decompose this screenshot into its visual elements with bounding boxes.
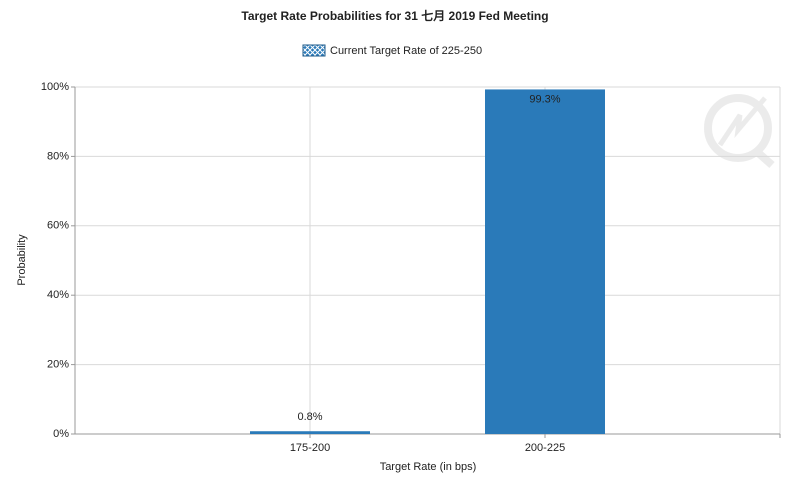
y-tick-label: 20% xyxy=(47,359,69,371)
legend-label: Current Target Rate of 225-250 xyxy=(330,45,482,57)
legend-swatch xyxy=(302,44,326,57)
x-axis-label: Target Rate (in bps) xyxy=(380,461,477,473)
value-label: 0.8% xyxy=(297,411,322,423)
y-tick-label: 80% xyxy=(47,150,69,162)
watermark xyxy=(704,94,775,168)
chart-title: Target Rate Probabilities for 31 七月 2019… xyxy=(241,9,548,23)
x-tick-label: 200-225 xyxy=(525,442,565,454)
x-tick-label: 175-200 xyxy=(290,442,330,454)
y-tick-label: 100% xyxy=(41,81,69,93)
y-axis-label: Probability xyxy=(16,234,28,286)
value-label: 99.3% xyxy=(529,93,560,105)
bar xyxy=(250,431,370,434)
y-tick-label: 40% xyxy=(47,289,69,301)
y-tick-label: 0% xyxy=(53,428,69,440)
y-tick-label: 60% xyxy=(47,220,69,232)
bar xyxy=(485,89,605,434)
